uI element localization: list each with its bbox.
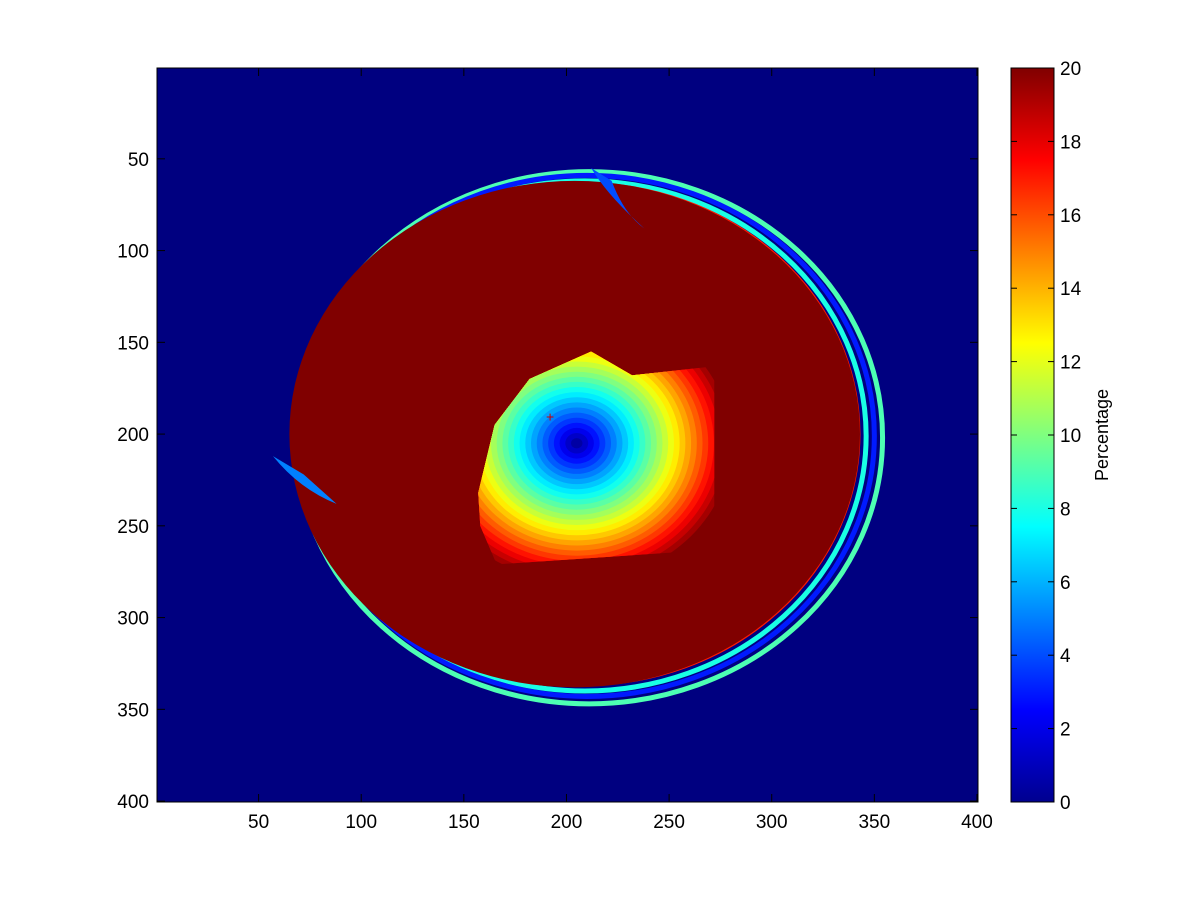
colorbar-tick-label: 18: [1060, 132, 1081, 153]
colorbar-tick-label: 20: [1060, 59, 1081, 80]
x-tick-label: 250: [653, 812, 685, 833]
colorbar-tick-label: 2: [1060, 720, 1071, 741]
y-tick-label: 400: [117, 792, 149, 813]
plot-area: +: [157, 68, 978, 802]
plot-frame: [156, 67, 979, 803]
x-tick-label: 300: [756, 812, 788, 833]
y-tick-label: 250: [117, 517, 149, 538]
x-tick-label: 350: [858, 812, 890, 833]
colorbar-gradient: [1010, 67, 1055, 803]
colorbar-ticks: 0 2 4 6 8 10 12 14 16 18 20: [1011, 59, 1082, 814]
y-tick-label: 150: [117, 333, 149, 354]
y-tick-label: 350: [117, 700, 149, 721]
x-tick-label: 100: [345, 812, 377, 833]
colorbar-tick-label: 10: [1060, 426, 1081, 447]
y-tick-label: 100: [117, 242, 149, 263]
y-tick-label: 50: [128, 150, 149, 171]
x-tick-label: 150: [448, 812, 480, 833]
colorbar-tick-label: 8: [1060, 499, 1071, 520]
colorbar-tick-label: 6: [1060, 573, 1071, 594]
y-tick-label: 300: [117, 609, 149, 630]
y-axis-ticks: 50 100 150 200 250 300 350 400: [117, 150, 978, 813]
y-tick-label: 200: [117, 425, 149, 446]
x-tick-label: 400: [961, 812, 993, 833]
x-tick-label: 200: [551, 812, 583, 833]
colorbar-tick-label: 0: [1060, 793, 1071, 814]
colorbar-tick-label: 14: [1060, 279, 1082, 300]
x-axis-ticks: 50 100 150 200 250 300 350 400: [248, 68, 993, 833]
x-tick-label: 50: [248, 812, 269, 833]
colorbar-tick-label: 12: [1060, 353, 1081, 374]
colorbar-tick-label: 4: [1060, 646, 1071, 667]
center-gradient-band: [571, 438, 583, 449]
colorbar-label: Percentage: [1092, 389, 1112, 481]
colorbar-tick-label: 16: [1060, 206, 1081, 227]
center-marker: +: [546, 408, 554, 424]
notch-left: [272, 456, 337, 504]
colorbar: 0 2 4 6 8 10 12 14 16 18 20 Percentage: [1010, 59, 1112, 814]
notch-top: [591, 168, 645, 229]
